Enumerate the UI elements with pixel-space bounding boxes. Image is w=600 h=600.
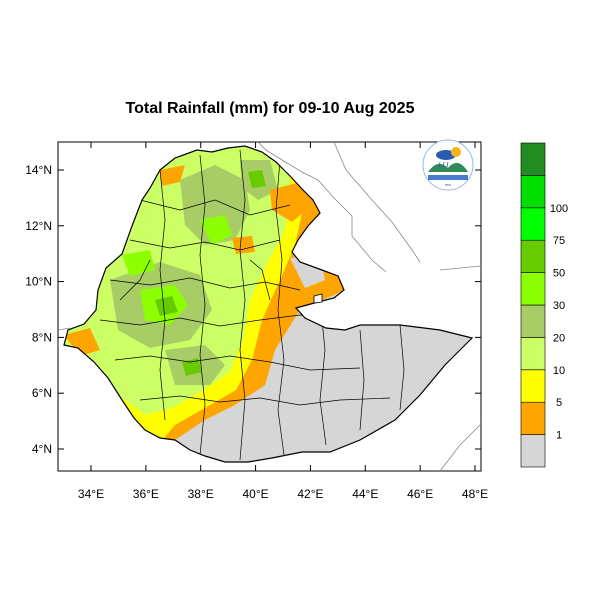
y-tick-label: 12°N [25,219,52,233]
x-tick-label: 40°E [242,487,268,501]
eritrea-coast-line [257,141,387,273]
legend-label: 20 [553,332,565,344]
legend-swatch [520,175,546,209]
x-tick-label: 42°E [297,487,323,501]
x-tick-label: 34°E [78,487,104,501]
legend-swatch [520,401,546,435]
gulf-coast-line [439,265,482,271]
legend-swatch [520,142,546,176]
y-tick-label: 14°N [25,163,52,177]
legend-swatch [520,434,546,468]
legend-swatch [520,337,546,371]
neighbor-borders [57,141,482,472]
agency-logo: EMI [422,139,474,191]
legend-swatch [520,207,546,241]
red-sea-coast-line [333,141,421,263]
ethiopia-outline [63,145,474,463]
admin-boundaries [99,149,405,461]
x-tick-label: 44°E [352,487,378,501]
legend-swatch [520,239,546,273]
y-axis: 4°N 6°N 8°N 10°N 12°N 14°N [25,163,481,456]
map-title: Total Rainfall (mm) for 09-10 Aug 2025 [126,100,415,117]
y-tick-label: 10°N [25,275,52,289]
legend-label: 5 [556,397,562,409]
x-tick-label: 38°E [188,487,214,501]
legend-swatch [520,369,546,403]
legend-label: 75 [553,235,565,247]
y-tick-label: 6°N [32,386,52,400]
x-tick-label: 48°E [462,487,488,501]
legend-swatch [520,304,546,338]
legend-label: 1 [556,430,562,442]
logo-text: EMI [445,183,450,187]
x-tick-label: 36°E [133,487,159,501]
color-legend: 1 5 10 20 30 50 75 100 [520,142,568,468]
legend-label: 100 [550,203,568,215]
legend-label: 50 [553,268,565,280]
legend-label: 30 [553,300,565,312]
legend-label: 10 [553,365,565,377]
x-axis: 34°E 36°E 38°E 40°E 42°E 44°E 46°E 48°E [78,142,488,501]
somalia-coast-line [439,423,482,472]
y-tick-label: 8°N [32,330,52,344]
sudan-border-line [57,327,71,331]
djibouti-outline [313,293,323,304]
legend-swatch [520,272,546,306]
x-tick-label: 46°E [407,487,433,501]
y-tick-label: 4°N [32,442,52,456]
